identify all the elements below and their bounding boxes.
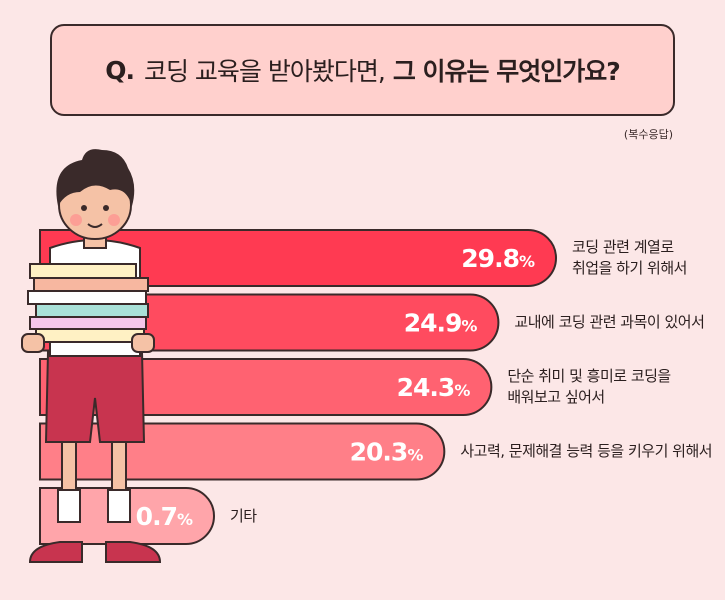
- bar-value-label: 24.9%: [404, 309, 478, 338]
- student-illustration: [21, 149, 162, 563]
- question-box: Q. 코딩 교육을 받아봤다면, 그 이유는 무엇인가요?: [50, 24, 675, 116]
- question-text: 코딩 교육을 받아봤다면,: [143, 57, 386, 86]
- category-label: 코딩 관련 계열로 취업을 하기 위해서: [572, 238, 687, 277]
- bar: [39, 229, 557, 287]
- question-text-bold: 그 이유는 무엇인가요?: [392, 57, 621, 86]
- category-label: 교내에 코딩 관련 과목이 있어서: [514, 313, 705, 331]
- category-label: 단순 취미 및 흥미로 코딩을 배워보고 싶어서: [507, 367, 671, 406]
- category-label: 기타: [230, 506, 257, 525]
- bar-value-label: 29.8%: [461, 244, 535, 273]
- bar-value-label: 24.3%: [397, 373, 471, 402]
- bar: [39, 293, 500, 352]
- multiple-response-note: (복수응답): [623, 128, 673, 141]
- question-mark-label: Q.: [105, 55, 135, 85]
- bar: [39, 358, 493, 416]
- bar-value-label: 20.3%: [350, 438, 424, 467]
- category-label: 사고력, 문제해결 능력 등을 키우기 위해서: [460, 442, 713, 460]
- bar-value-label: 0.7%: [136, 502, 193, 531]
